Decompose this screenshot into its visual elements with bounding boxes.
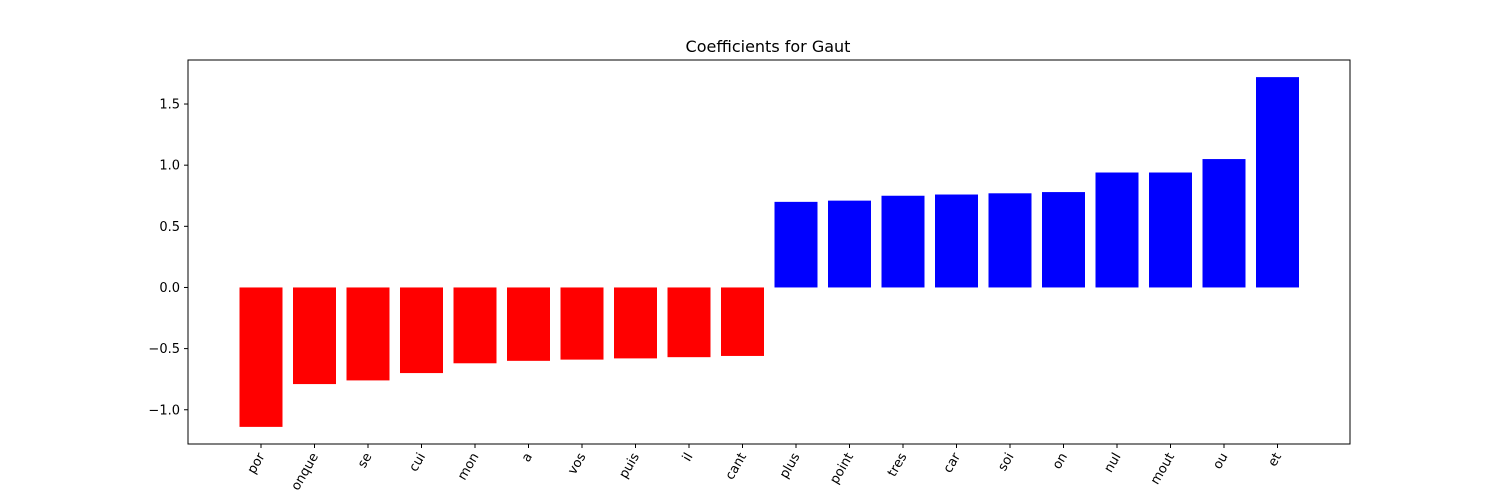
x-tick-label: a [519, 451, 536, 465]
bar-et [1256, 77, 1299, 288]
y-tick-label: 0.5 [159, 220, 180, 235]
bar-point [828, 200, 871, 288]
x-tick-label: tres [885, 450, 911, 479]
bar-on [1042, 192, 1085, 288]
x-tick-label: ou [1210, 451, 1231, 473]
bar-nul [1095, 172, 1139, 288]
bar-cant [721, 287, 764, 356]
bar-mon [453, 287, 497, 364]
x-tick-label: vos [565, 450, 589, 477]
bar-il [667, 287, 711, 358]
x-tick-label: cant [723, 451, 750, 483]
x-tick-label: mon [455, 451, 482, 483]
x-tick-label: et [1265, 451, 1285, 470]
x-tick-label: soi [995, 451, 1017, 474]
bar-se [346, 287, 390, 381]
bar-soi [988, 193, 1032, 288]
bar-car [935, 194, 978, 288]
bar-mout [1149, 172, 1192, 288]
bar-plus [774, 201, 818, 288]
y-tick-label: −0.5 [148, 342, 180, 357]
bar-onque [293, 287, 336, 385]
x-tick-label: il [680, 451, 697, 465]
bar-cui [400, 287, 443, 374]
x-tick-label: onque [289, 451, 322, 494]
x-tick-label: cui [406, 451, 428, 475]
x-axis: por onque se cui mon a vos puis il cant plus point t… [245, 444, 1285, 493]
y-tick-label: −1.0 [148, 403, 180, 418]
bar-puis [614, 287, 657, 359]
bar-vos [560, 287, 604, 360]
y-tick-label: 1.0 [159, 159, 180, 174]
plot-frame [187, 59, 1351, 445]
x-tick-label: puis [617, 450, 644, 481]
y-axis: −1.0 −0.5 0.0 0.5 1.0 1.5 [148, 98, 188, 418]
bar-por [239, 287, 283, 427]
bars-group [239, 77, 1299, 427]
x-tick-label: por [245, 450, 269, 477]
x-tick-label: point [827, 451, 857, 487]
bar-a [507, 287, 550, 361]
x-tick-label: se [355, 451, 375, 471]
x-tick-label: nul [1101, 451, 1124, 476]
chart-title: Coefficients for Gaut [686, 37, 851, 56]
y-tick-label: 1.5 [159, 98, 180, 113]
x-tick-label: mout [1148, 451, 1178, 488]
bar-tres [881, 195, 925, 288]
x-tick-label: car [941, 450, 965, 476]
y-tick-label: 0.0 [159, 281, 180, 296]
bar-ou [1202, 159, 1246, 288]
x-tick-label: plus [777, 450, 804, 481]
x-tick-label: on [1050, 451, 1071, 473]
